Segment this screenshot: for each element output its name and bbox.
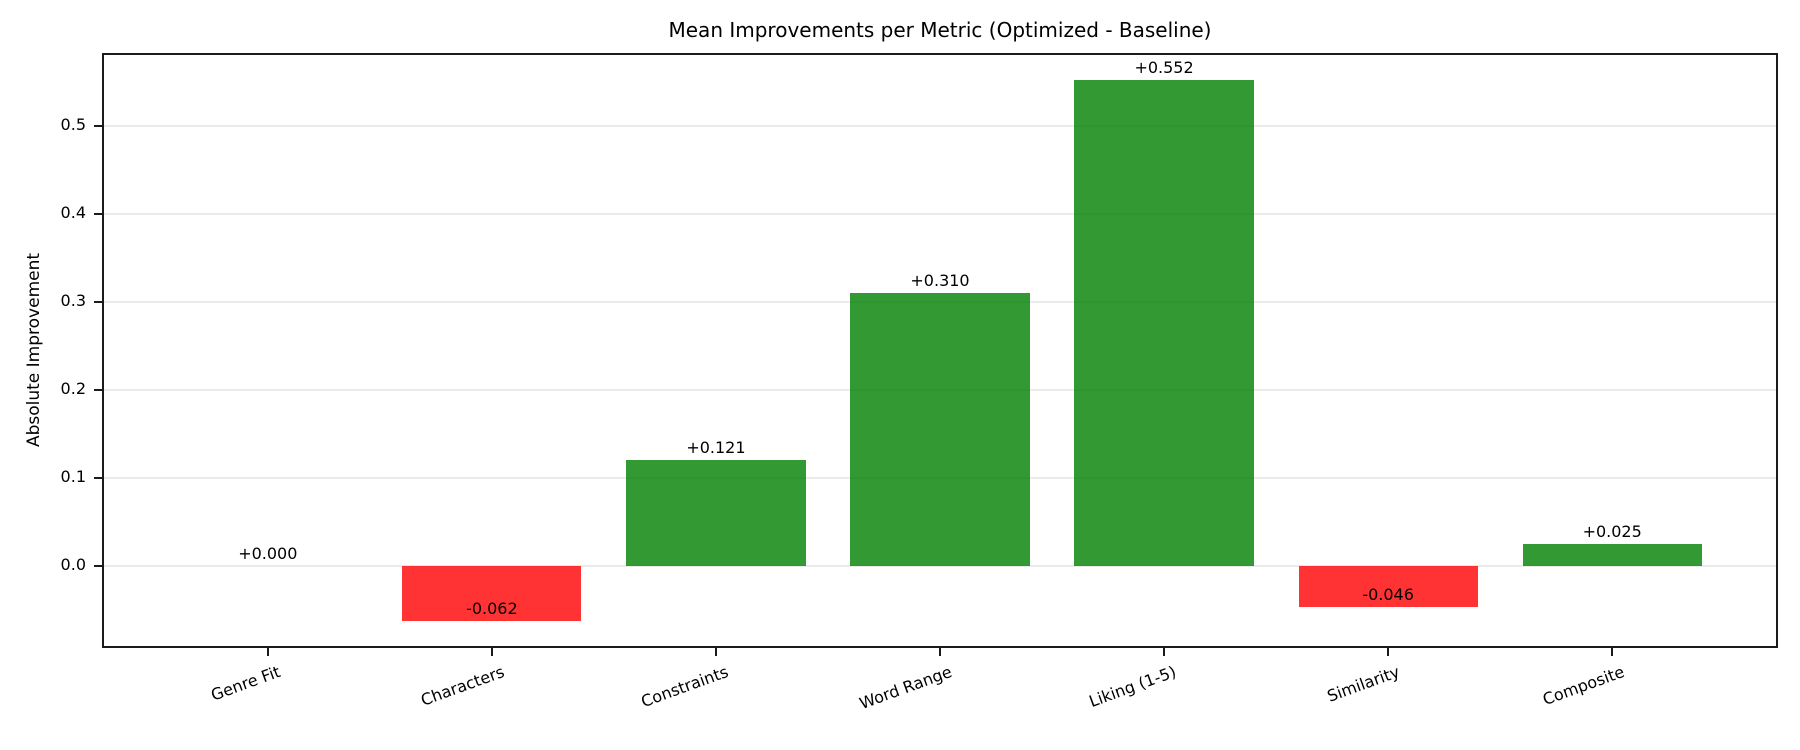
y-tick-label: 0.3: [60, 291, 86, 311]
bar-value-label: -0.062: [466, 598, 518, 618]
bar-value-label: +0.121: [686, 437, 746, 457]
x-axis-tick: [714, 648, 717, 656]
x-tick-label: Liking (1-5): [1086, 662, 1179, 712]
chart-title: Mean Improvements per Metric (Optimized …: [668, 18, 1212, 42]
bar-value-label: +0.310: [910, 271, 970, 291]
x-tick-label: Characters: [417, 662, 507, 710]
y-axis-tick: [94, 389, 102, 392]
y-tick-label: 0.2: [60, 379, 86, 399]
bar-value-label: +0.000: [238, 544, 298, 564]
x-tick-label: Constraints: [638, 662, 731, 712]
bar: [1298, 566, 1478, 607]
x-axis-tick: [1163, 648, 1166, 656]
y-axis-tick: [94, 213, 102, 216]
bar: [850, 293, 1030, 567]
y-tick-label: 0.0: [60, 555, 86, 575]
x-axis-tick: [266, 648, 269, 656]
x-tick-label: Similarity: [1325, 662, 1403, 706]
y-tick-label: 0.4: [60, 203, 86, 223]
grid-line: [104, 565, 1776, 568]
y-axis-tick: [94, 477, 102, 480]
bar: [626, 459, 806, 567]
bar-value-label: +0.552: [1134, 58, 1194, 78]
y-axis-tick: [94, 565, 102, 568]
bar: [1074, 80, 1254, 567]
y-tick-label: 0.5: [60, 115, 86, 135]
bar: [1522, 544, 1702, 567]
y-axis-label: Absolute Improvement: [24, 252, 44, 448]
y-axis-tick: [94, 125, 102, 128]
x-tick-label: Word Range: [856, 662, 955, 714]
grid-line: [104, 213, 1776, 216]
y-tick-label: 0.1: [60, 467, 86, 487]
x-axis-tick: [1611, 648, 1614, 656]
x-tick-label: Composite: [1539, 662, 1627, 710]
y-axis-tick: [94, 301, 102, 304]
x-tick-label: Genre Fit: [207, 662, 283, 705]
x-axis-tick: [939, 648, 941, 656]
x-axis-tick: [1387, 648, 1390, 656]
bar-value-label: +0.025: [1582, 522, 1642, 542]
bar: [402, 566, 582, 621]
x-axis-tick: [490, 648, 493, 656]
grid-line: [104, 125, 1776, 128]
bar-value-label: -0.046: [1362, 584, 1414, 604]
